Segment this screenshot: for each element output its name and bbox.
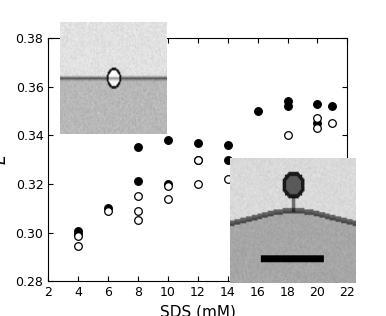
X-axis label: SDS (mM): SDS (mM) (160, 305, 236, 316)
Y-axis label: L: L (0, 155, 10, 164)
